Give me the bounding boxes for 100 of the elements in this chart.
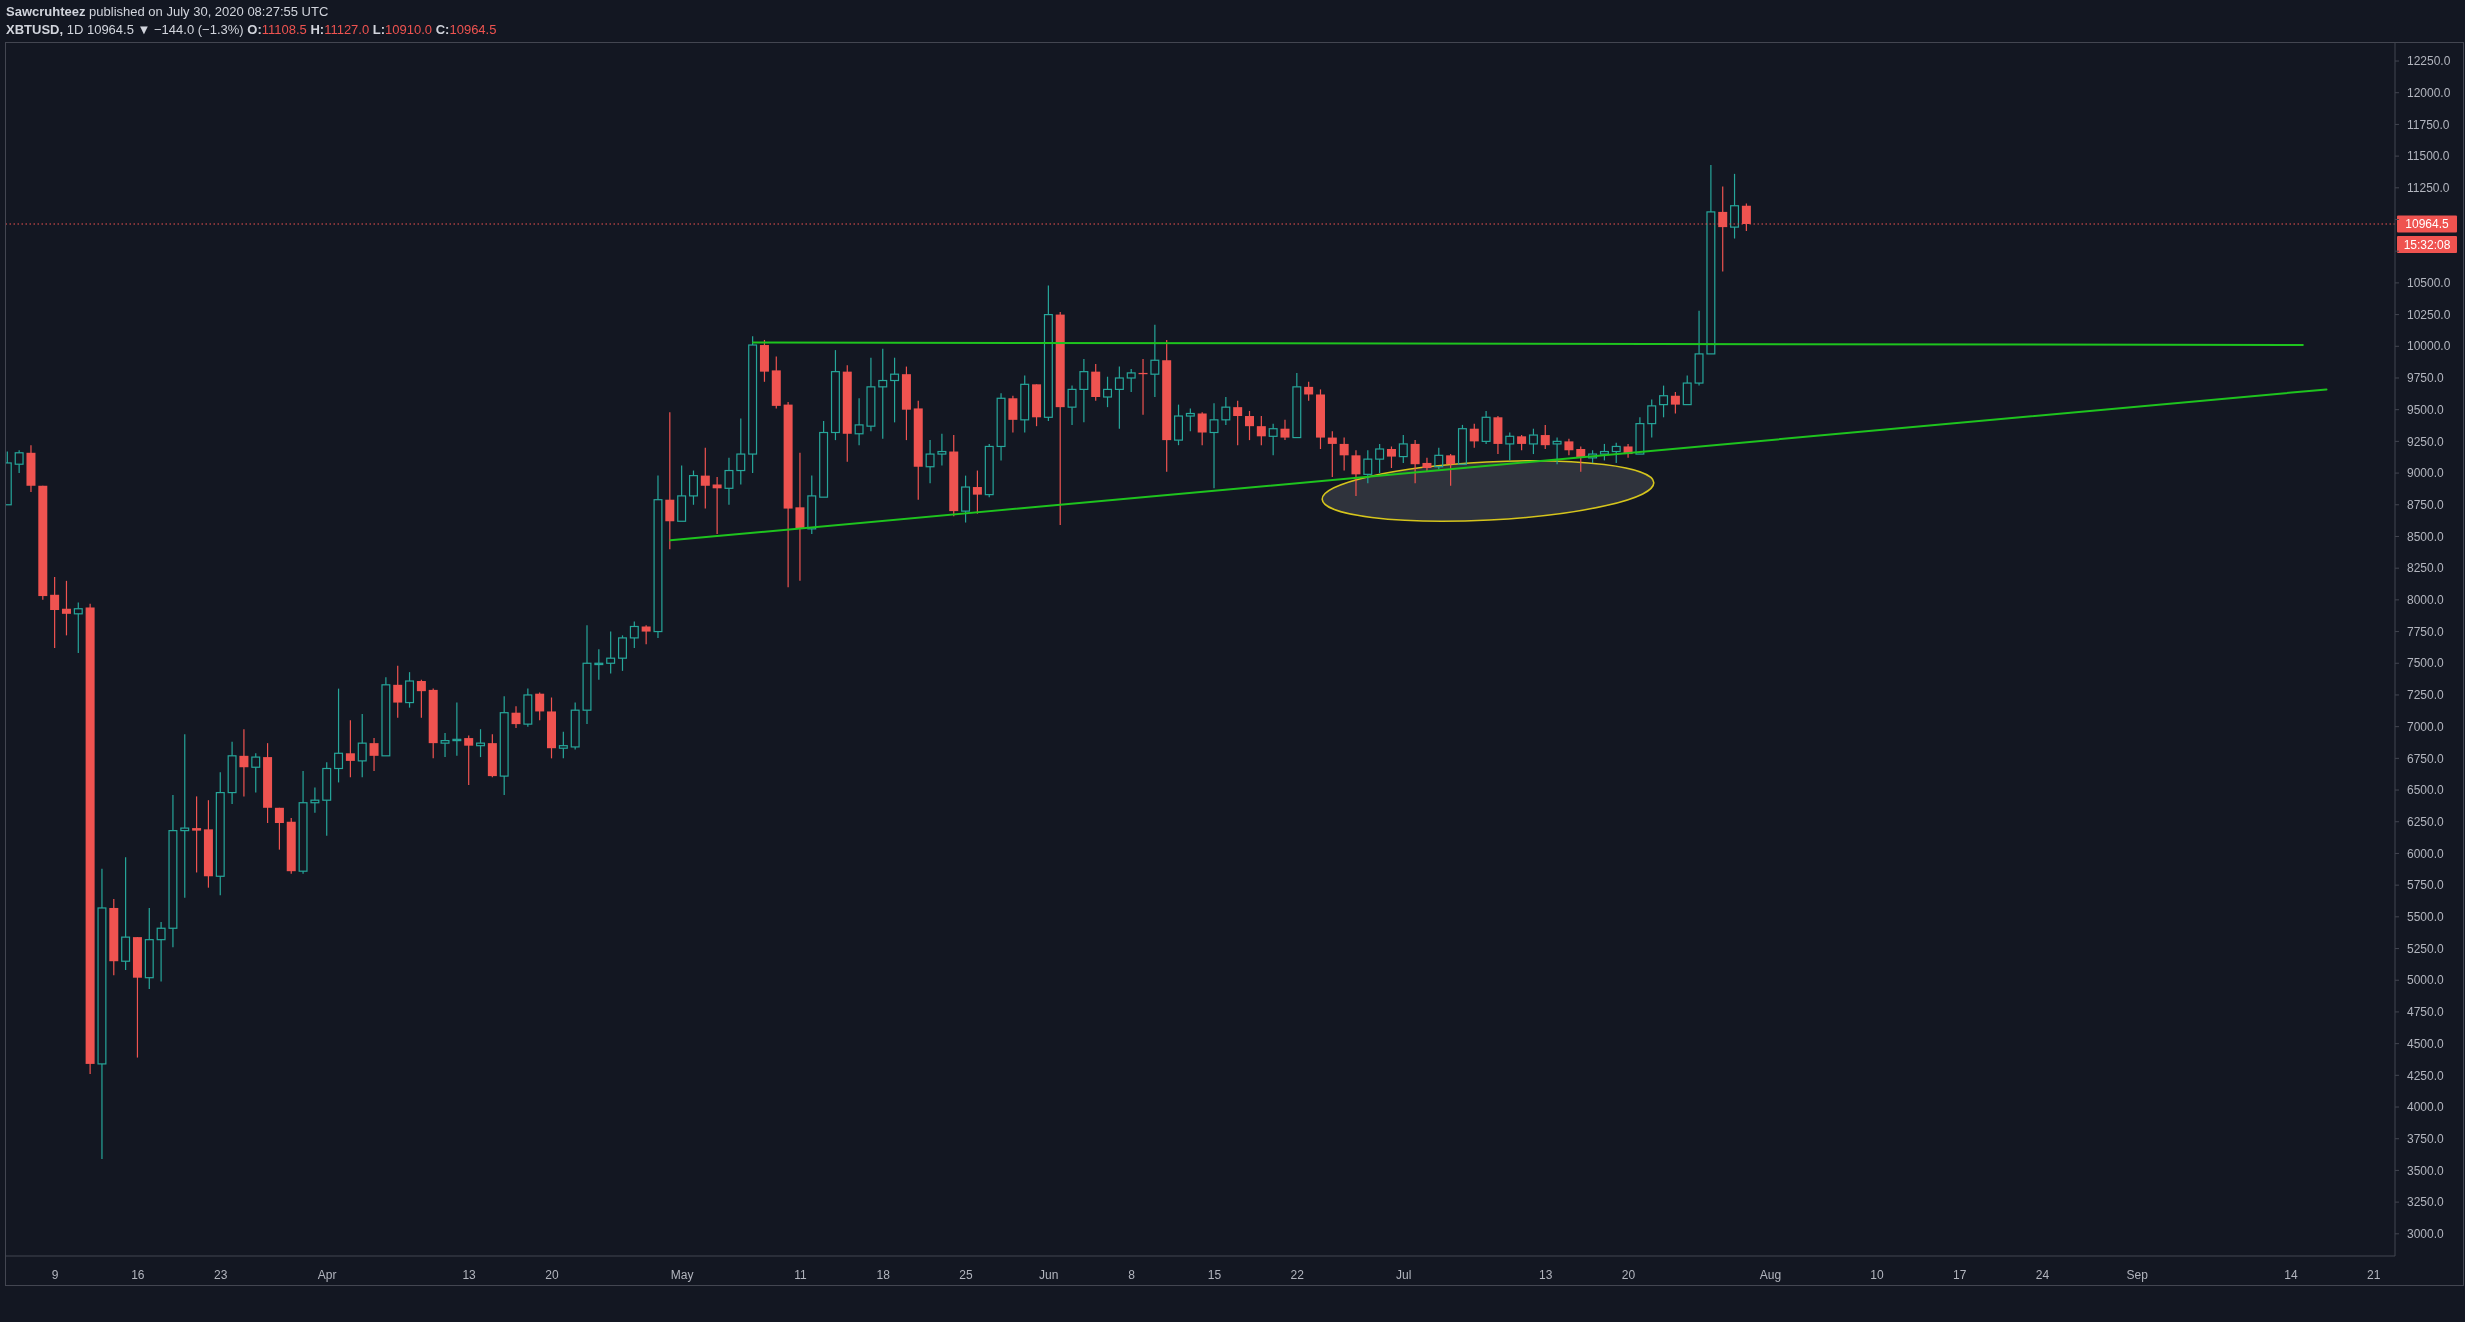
- x-tick-label: 17: [1953, 1267, 1967, 1282]
- candlestick: [1197, 411, 1207, 446]
- candlestick: [1540, 424, 1550, 450]
- y-tick-label: 6000.0: [2407, 846, 2445, 861]
- x-tick-label: 15: [1207, 1267, 1222, 1282]
- x-tick-label: 20: [545, 1267, 559, 1282]
- x-tick-label: 14: [2284, 1267, 2298, 1282]
- candlestick: [369, 737, 379, 772]
- candlestick: [1245, 410, 1254, 441]
- candlestick: [345, 719, 355, 778]
- candlestick: [192, 795, 202, 874]
- candlestick: [972, 469, 982, 515]
- candlestick: [724, 457, 734, 506]
- y-tick-label: 8750.0: [2407, 497, 2445, 512]
- x-tick-label: Jun: [1039, 1267, 1059, 1282]
- candlestick: [1552, 436, 1562, 465]
- y-tick-label: 10000.0: [2407, 339, 2451, 354]
- x-tick-label: 8: [1128, 1267, 1136, 1282]
- candlestick: [582, 624, 592, 725]
- y-tick-label: 7500.0: [2407, 656, 2445, 671]
- y-tick-label: 4750.0: [2407, 1005, 2445, 1020]
- chart-title: Sawcruhteez published on July 30, 2020 08:27:55 UTC: [6, 3, 330, 21]
- candlestick: [866, 357, 876, 432]
- y-tick-label: 11750.0: [2407, 117, 2450, 132]
- y-tick-label: 5000.0: [2407, 973, 2445, 988]
- candlestick: [1327, 430, 1337, 478]
- candlestick: [1280, 419, 1290, 441]
- candlestick: [298, 770, 308, 875]
- candlestick: [996, 392, 1006, 461]
- y-tick-label: 8250.0: [2407, 561, 2445, 576]
- y-tick-label: 10500.0: [2407, 276, 2451, 291]
- y-tick-label: 8500.0: [2407, 529, 2445, 544]
- y-tick-label: 3000.0: [2407, 1227, 2445, 1242]
- candlestick: [1256, 415, 1266, 446]
- x-tick-label: 25: [959, 1267, 973, 1282]
- candlestick: [1481, 410, 1491, 445]
- candlestick: [310, 786, 320, 814]
- y-tick-label: 5750.0: [2407, 878, 2445, 893]
- candlestick: [416, 679, 426, 719]
- x-tick-label: 22: [1290, 1267, 1305, 1282]
- candlestick: [677, 464, 687, 522]
- y-tick-label: 9000.0: [2407, 466, 2445, 481]
- candlestick: [1469, 423, 1479, 449]
- text: 15:32:08: [2403, 237, 2451, 252]
- candlestick: [1386, 445, 1396, 469]
- candlestick: [61, 580, 71, 636]
- candlestick: [1233, 400, 1243, 446]
- x-tick-label: 13: [1539, 1267, 1553, 1282]
- y-tick-label: 5250.0: [2407, 941, 2445, 956]
- y-tick-label: 4000.0: [2407, 1100, 2445, 1115]
- y-tick-label: 8000.0: [2407, 593, 2445, 608]
- candlestick: [665, 411, 675, 550]
- y-tick-label: 4250.0: [2407, 1068, 2445, 1083]
- candlestick: [937, 433, 947, 467]
- x-tick-label: Apr: [317, 1267, 337, 1282]
- candlestick: [1670, 391, 1680, 415]
- candlestick: [700, 447, 710, 510]
- y-tick-label: 3500.0: [2407, 1163, 2445, 1178]
- candlestick: [156, 921, 166, 983]
- candlestick: [393, 665, 403, 719]
- candlestick: [215, 771, 225, 896]
- candlestick: [227, 741, 237, 805]
- candlestick: [452, 701, 462, 757]
- candlestick: [1008, 395, 1018, 434]
- text: XBTUSD, 1D 10964.5 ▼ −144.0 (−1.3%) O:11108.5 H:11127.0 L:10910.0 C:10964.5: [6, 22, 497, 37]
- x-tick-label: 11: [794, 1267, 807, 1282]
- y-tick-label: 12000.0: [2407, 85, 2451, 100]
- y-tick-label: 7250.0: [2407, 688, 2445, 703]
- candlestick: [381, 676, 391, 757]
- candlestick: [1694, 310, 1704, 387]
- candlestick: [1304, 381, 1314, 402]
- candlestick: [535, 691, 545, 721]
- candlestick: [795, 452, 805, 582]
- y-tick-label: 6750.0: [2407, 751, 2445, 766]
- y-tick-label: 11250.0: [2407, 181, 2450, 196]
- x-tick-label: 24: [2035, 1267, 2050, 1282]
- candlestick: [1209, 402, 1219, 489]
- y-tick-label: 9500.0: [2407, 402, 2445, 417]
- candlestick: [97, 868, 107, 1160]
- candlestick: [1351, 449, 1361, 497]
- candlestick: [14, 449, 24, 474]
- candlestick: [1067, 385, 1077, 426]
- x-tick-label: 21: [2367, 1267, 2381, 1282]
- x-tick-label: May: [670, 1267, 694, 1282]
- candlestick: [653, 475, 663, 639]
- y-tick-label: 7000.0: [2407, 719, 2445, 734]
- x-tick-label: 16: [131, 1267, 145, 1282]
- x-tick-label: 10: [1870, 1267, 1884, 1282]
- y-tick-label: 9750.0: [2407, 371, 2445, 386]
- x-tick-label: Jul: [1396, 1267, 1412, 1282]
- candlestick: [712, 476, 722, 535]
- candlestick: [925, 439, 935, 484]
- candlestick: [180, 733, 190, 899]
- x-tick-label: 13: [462, 1267, 477, 1282]
- y-tick-label: 12250.0: [2407, 54, 2451, 69]
- y-tick-label: 7750.0: [2407, 624, 2445, 639]
- ref-line-label: 10964.5: [2405, 217, 2450, 232]
- x-tick-label: 20: [1621, 1267, 1636, 1282]
- candlestick: [440, 732, 450, 758]
- candlestick: [1079, 358, 1089, 423]
